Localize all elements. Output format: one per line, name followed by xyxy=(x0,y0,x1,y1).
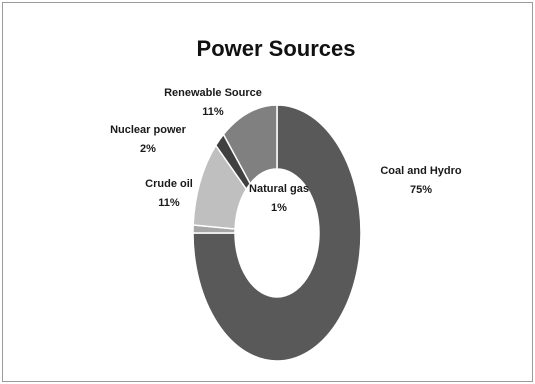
slice-value-label: 11% xyxy=(202,106,224,118)
slice-value-label: 1% xyxy=(271,202,287,214)
donut-chart: Power Sources Coal and Hydro 75% Natural g… xyxy=(110,36,462,362)
slice-label: Natural gas xyxy=(249,183,309,195)
slice-value-label: 2% xyxy=(140,143,156,155)
slice-coal-and-hydro xyxy=(192,104,362,362)
slice-renewable-source xyxy=(222,104,278,186)
slice-value-label: 11% xyxy=(158,197,180,209)
slice-label: Coal and Hydro xyxy=(380,165,462,177)
slice-labels: Coal and Hydro 75% Natural gas 1% Crude oil 1… xyxy=(110,87,462,214)
slice-label: Renewable Source xyxy=(164,87,262,99)
slice-label: Crude oil xyxy=(145,178,193,190)
chart-title: Power Sources xyxy=(197,36,356,61)
slice-value-label: 75% xyxy=(410,184,432,196)
slice-label: Nuclear power xyxy=(110,124,187,136)
donut-slices xyxy=(192,104,362,362)
